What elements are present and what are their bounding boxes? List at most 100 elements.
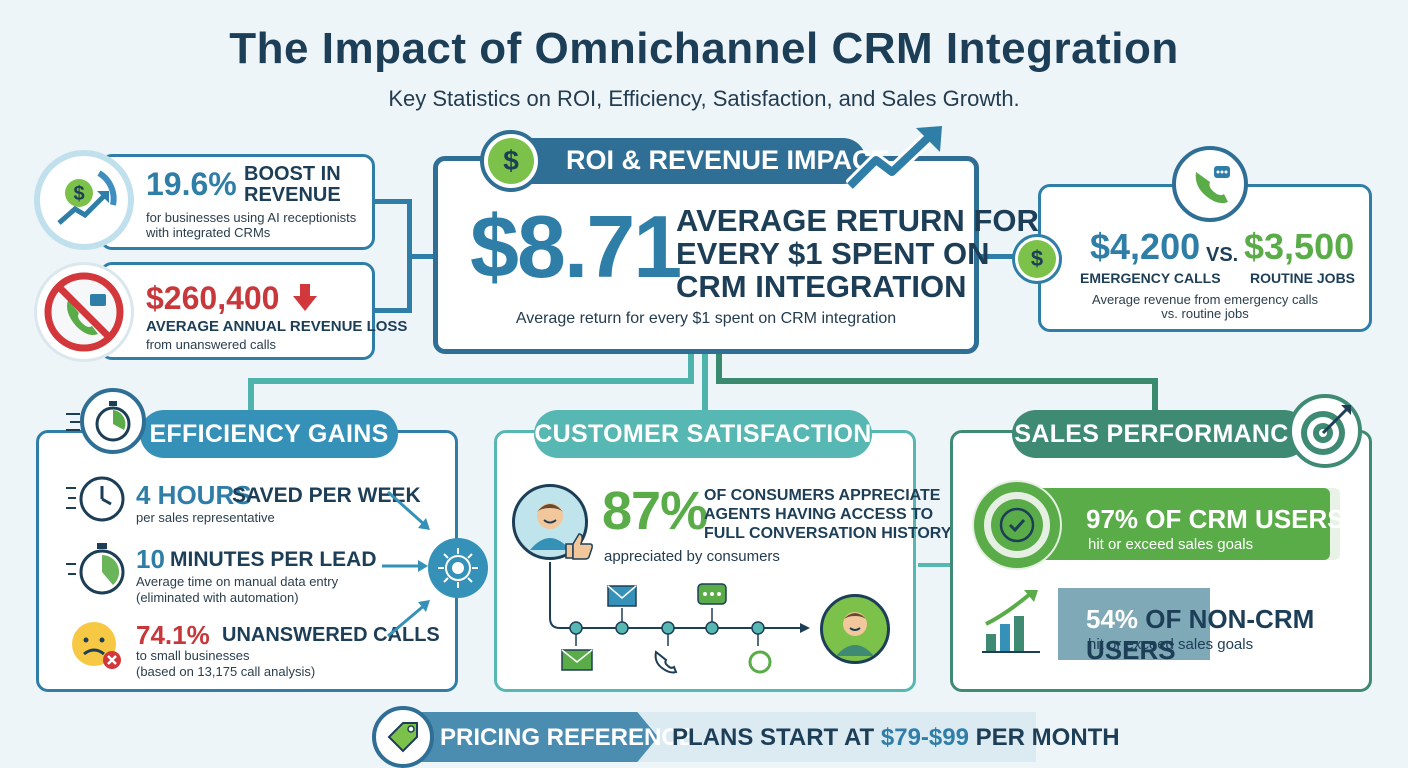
non-crm-value: 54%	[1086, 604, 1139, 634]
vs-label: VS.	[1206, 244, 1239, 266]
roi-headline-line-2: EVERY $1 SPENT ON	[676, 236, 990, 271]
connector-line	[372, 308, 412, 313]
revenue-loss-value: $260,400	[146, 280, 280, 316]
efficiency-item-3-headline: UNANSWERED CALLS	[222, 624, 440, 646]
sales-tab: SALES PERFORMANCE	[1012, 410, 1308, 458]
page-title: The Impact of Omnichannel CRM Integratio…	[229, 24, 1179, 73]
dollar-icon-inner: $	[488, 138, 534, 184]
satisfaction-headline-line-1: OF CONSUMERS APPRECIATE	[704, 487, 941, 504]
pricing-suffix: PER MONTH	[975, 724, 1120, 751]
efficiency-item-2-detail-2: (eliminated with automation)	[136, 590, 299, 605]
conversation-timeline	[549, 562, 810, 674]
connector-line	[248, 378, 254, 430]
roi-value: $8.71	[470, 197, 682, 296]
roi-headline-line-1: AVERAGE RETURN FOR	[676, 203, 1039, 238]
revenue-boost-detail-2: with integrated CRMs	[146, 225, 271, 240]
bar-growth-icon	[982, 590, 1040, 653]
pricing-prefix: PLANS START AT	[672, 724, 875, 751]
satisfaction-caption: appreciated by consumers	[604, 548, 780, 565]
stopwatch-badge	[80, 388, 146, 454]
roi-tab	[488, 138, 866, 184]
efficiency-item-2-detail-1: Average time on manual data entry	[136, 574, 339, 589]
calls-caption-1: Average revenue from emergency calls	[1092, 292, 1318, 307]
satisfaction-tab: CUSTOMER SATISFACTION	[534, 410, 872, 458]
person-icon	[530, 503, 570, 550]
svg-text:$: $	[73, 183, 84, 205]
pricing-label: PRICING REFERENCE	[440, 724, 695, 751]
phone-chat-icon	[1172, 146, 1248, 222]
trend-up-arrow-icon	[846, 126, 942, 191]
timer-icon	[66, 543, 125, 595]
pricing-text: PLANS START AT $79-$99 PER MONTH	[672, 724, 1120, 752]
check-circle-icon	[974, 482, 1060, 568]
frustrated-face-icon	[72, 622, 121, 669]
crm-progress-ring	[972, 480, 1062, 570]
revenue-boost-headline-text: BOOST IN REVENUE	[244, 163, 341, 206]
pricing-label-tab	[400, 712, 658, 762]
efficiency-item-2-headline: MINUTES PER LEAD	[170, 548, 377, 571]
routine-value: $3,500	[1244, 226, 1355, 267]
satisfaction-value: 87%	[602, 481, 708, 541]
satisfaction-headline: OF CONSUMERS APPRECIATE AGENTS HAVING AC…	[704, 486, 951, 543]
roi-headline-line-3: CRM INTEGRATION	[676, 269, 967, 304]
satisfaction-headline-line-2: AGENTS HAVING ACCESS TO	[704, 506, 934, 523]
price-tag-badge	[372, 706, 434, 768]
efficiency-item-3-detail-1: to small businesses	[136, 648, 250, 663]
stopwatch-icon	[95, 401, 131, 442]
roi-caption: Average return for every $1 spent on CRM…	[515, 310, 897, 327]
target-icon	[1301, 405, 1351, 455]
connector-line	[407, 254, 437, 259]
connector-line	[688, 352, 694, 384]
automation-hub-icon	[428, 538, 488, 598]
revenue-boost-headline: BOOST IN REVENUE	[244, 164, 354, 206]
connector-line	[372, 199, 412, 204]
non-crm-headline: 54% OF NON-CRM USERS	[1086, 604, 1408, 666]
connector-line	[1152, 378, 1158, 430]
efficiency-tab-label: EFFICIENCY GAINS	[149, 419, 389, 448]
emergency-value: $4,200	[1090, 226, 1201, 267]
efficiency-item-3-value: 74.1%	[136, 620, 210, 650]
speed-lines-icon	[66, 413, 80, 431]
connector-line	[716, 352, 722, 384]
revenue-loss-headline: AVERAGE ANNUAL REVENUE LOSS	[146, 318, 408, 335]
non-crm-bar-fill	[1058, 588, 1210, 660]
target-badge	[1288, 394, 1362, 468]
agent-avatar	[820, 594, 890, 664]
call-revenue-icon-inner: $	[1018, 240, 1056, 278]
sales-tab-label: SALES PERFORMANCE	[1014, 419, 1306, 448]
roi-tab-label: ROI & REVENUE IMPACT	[566, 145, 889, 175]
crm-value: 97%	[1086, 504, 1139, 534]
revenue-boost-icon-ring: $	[34, 150, 134, 250]
no-call-icon	[44, 272, 124, 352]
revenue-boost-detail-1: for businesses using AI receptionists	[146, 210, 357, 225]
agent-person-icon	[836, 612, 874, 656]
efficiency-item-2-value: 10	[136, 544, 165, 574]
dollar-icon: $	[480, 130, 542, 192]
crm-detail: hit or exceed sales goals	[1088, 536, 1254, 553]
satisfaction-tab-label: CUSTOMER SATISFACTION	[534, 419, 872, 448]
efficiency-item-1-value: 4 HOURS	[136, 480, 252, 510]
clock-icon	[66, 476, 125, 522]
crm-headline-text: OF CRM USERS	[1145, 504, 1345, 534]
page-subtitle: Key Statistics on ROI, Efficiency, Satis…	[388, 86, 1020, 111]
phone-icon	[1195, 166, 1230, 204]
satisfaction-headline-line-3: FULL CONVERSATION HISTORY	[704, 525, 952, 542]
calls-caption-2: vs. routine jobs	[1161, 306, 1249, 321]
arrow-down-icon	[293, 284, 317, 311]
missed-call-icon-ring	[34, 262, 134, 362]
price-tag-icon	[387, 722, 418, 753]
connector-line	[975, 254, 1040, 259]
crm-headline: 97% OF CRM USERS	[1086, 504, 1345, 535]
emergency-label: EMERGENCY CALLS	[1080, 270, 1221, 286]
efficiency-tab: EFFICIENCY GAINS	[140, 410, 398, 458]
connector-line	[702, 352, 708, 412]
non-crm-detail: hit or exceed sales goals	[1088, 636, 1254, 653]
revenue-growth-icon: $	[57, 170, 117, 225]
efficiency-item-1-detail: per sales representative	[136, 510, 275, 525]
thumbs-up-icon	[565, 533, 593, 560]
revenue-loss-detail: from unanswered calls	[146, 337, 277, 352]
efficiency-item-1-headline: SAVED PER WEEK	[232, 484, 421, 507]
efficiency-item-3-detail-2: (based on 13,175 call analysis)	[136, 664, 316, 679]
revenue-boost-value: 19.6%	[146, 166, 237, 202]
roi-headline: AVERAGE RETURN FOR EVERY $1 SPENT ON CRM…	[676, 204, 1039, 303]
